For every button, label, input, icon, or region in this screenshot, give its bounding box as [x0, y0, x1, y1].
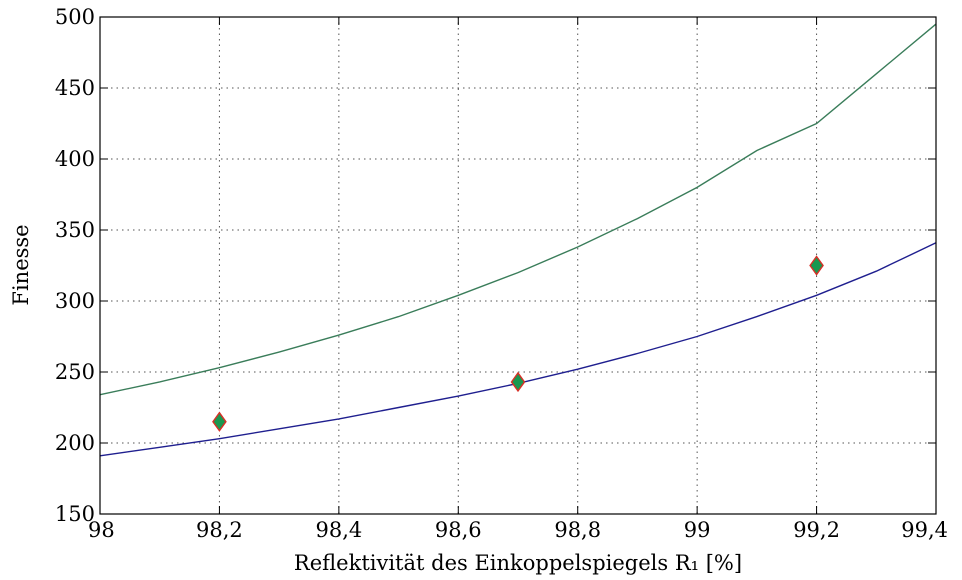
y-tick-label: 250 [55, 360, 95, 384]
y-tick-label: 200 [55, 431, 95, 455]
y-tick-label: 400 [55, 147, 95, 171]
marker-layer [212, 255, 824, 432]
plot-frame [99, 16, 937, 515]
x-tick-label: 98,8 [554, 518, 601, 542]
x-tick-label: 99,2 [793, 518, 840, 542]
x-tick-label: 99 [684, 518, 711, 542]
y-tick-label: 350 [55, 218, 95, 242]
ticks [99, 16, 937, 515]
y-tick-label: 300 [55, 289, 95, 313]
x-tick-label: 98,6 [435, 518, 482, 542]
y-tick-labels: 150 200 250 300 350 400 450 500 [55, 5, 95, 526]
data-point [510, 371, 526, 393]
x-tick-label: 99,4 [901, 518, 948, 542]
series-line-2 [99, 242, 937, 457]
x-axis-label: Reflektivität des Einkoppelspiegels R₁ [… [294, 551, 742, 575]
x-tick-label: 98,2 [196, 518, 243, 542]
x-tick-label: 98,4 [315, 518, 362, 542]
y-tick-label: 500 [55, 5, 95, 29]
x-tick-labels: 98 98,2 98,4 98,6 98,8 99 99,2 99,4 [88, 518, 948, 542]
y-tick-label: 150 [55, 502, 95, 526]
series-line-1 [99, 23, 937, 396]
x-tick-label: 98 [88, 518, 115, 542]
data-point [809, 255, 824, 276]
y-tick-label: 450 [55, 76, 95, 100]
y-axis-label: Finesse [9, 224, 33, 305]
data-point [212, 411, 227, 432]
